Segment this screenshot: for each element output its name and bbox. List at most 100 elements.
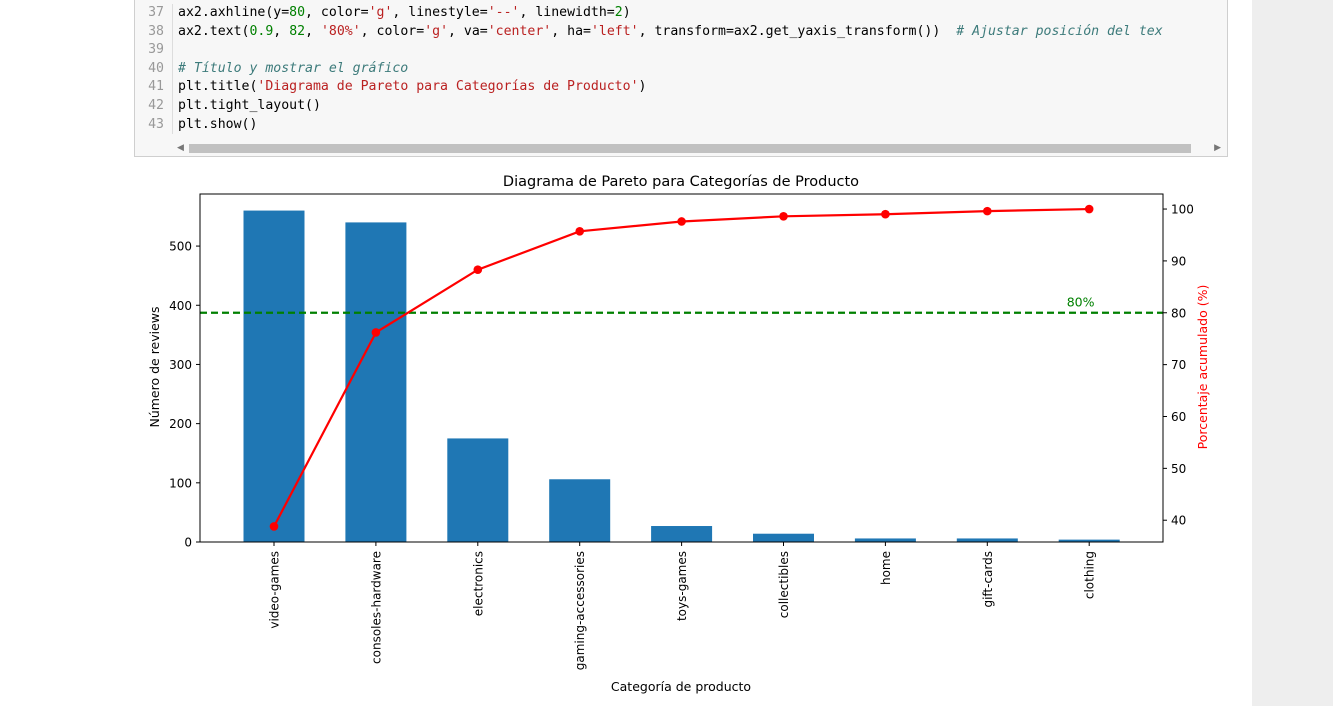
bars bbox=[243, 210, 1120, 543]
cumulative-point-electronics bbox=[473, 265, 483, 275]
y2-tick-label: 60 bbox=[1171, 410, 1186, 424]
line-number: 37 bbox=[135, 4, 173, 23]
y2-tick-label: 50 bbox=[1171, 462, 1186, 476]
line-number: 38 bbox=[135, 22, 173, 42]
code-token: , bbox=[305, 23, 321, 39]
code-token: , bbox=[273, 23, 290, 39]
code-token: 82 bbox=[289, 23, 306, 39]
cumulative-point-video-games bbox=[269, 522, 279, 531]
x-tick-label: collectibles bbox=[777, 551, 791, 618]
code-token: ax2.text( bbox=[178, 23, 250, 39]
y2-axis-ticks: 40 50 60 70 80 90 100 bbox=[1163, 203, 1194, 528]
code-token: , linewidth= bbox=[519, 5, 615, 20]
bar-home bbox=[854, 538, 916, 542]
threshold-label: 80% bbox=[1067, 294, 1095, 309]
bar-gaming-accessories bbox=[549, 479, 611, 542]
code-line: 40 # Título y mostrar el gráfico bbox=[135, 59, 1227, 79]
code-token: # Ajustar posición del tex bbox=[956, 23, 1163, 39]
cumulative-point-gaming-accessories bbox=[575, 227, 584, 236]
chart-title: Diagrama de Pareto para Categorías de Pr… bbox=[503, 174, 859, 190]
code-line: 39 bbox=[135, 41, 1227, 60]
threshold-group: 80% bbox=[200, 294, 1163, 314]
x-tick-label: electronics bbox=[471, 551, 485, 616]
code-token: plt.title( bbox=[178, 79, 258, 95]
y2-tick-label: 70 bbox=[1171, 358, 1186, 372]
code-token: , color= bbox=[360, 23, 425, 39]
code-token: ) bbox=[622, 5, 631, 20]
y-tick-label: 200 bbox=[169, 417, 192, 431]
cumulative-point-clothing bbox=[1084, 204, 1094, 214]
code-cell[interactable]: 37 ax2.axhline(y=80, color='g', linestyle… bbox=[134, 0, 1228, 157]
cumulative-line-group bbox=[269, 204, 1094, 531]
plot-frame bbox=[199, 193, 1164, 543]
code-token: 'Diagrama de Pareto para Categorías de P… bbox=[257, 79, 639, 95]
y2-tick-label: 40 bbox=[1171, 514, 1186, 528]
code-token: 'g' bbox=[424, 23, 449, 39]
x-tick-label: consoles-hardware bbox=[369, 551, 383, 664]
scroll-left-icon[interactable]: ◀ bbox=[177, 143, 184, 153]
side-panel bbox=[1252, 0, 1333, 706]
y2-tick-label: 90 bbox=[1171, 254, 1186, 268]
bar-electronics bbox=[447, 438, 509, 542]
x-axis-ticks: video-games consoles-hardware electronics g… bbox=[268, 542, 1097, 670]
bar-consoles-hardware bbox=[345, 222, 407, 542]
cumulative-point-collectibles bbox=[779, 212, 788, 221]
code-token: 80 bbox=[289, 5, 306, 20]
cumulative-point-consoles-hardware bbox=[371, 328, 381, 337]
code-token: , color= bbox=[305, 5, 369, 20]
code-token: '--' bbox=[487, 5, 520, 20]
code-token: 'center' bbox=[487, 23, 552, 39]
y-tick-label: 400 bbox=[169, 299, 192, 313]
code-token: , ha= bbox=[551, 23, 591, 39]
y2-tick-label: 80 bbox=[1171, 306, 1186, 320]
x-tick-label: gift-cards bbox=[981, 551, 995, 608]
y2-axis-label: Porcentaje acumulado (%) bbox=[1195, 285, 1210, 450]
x-tick-label: clothing bbox=[1083, 551, 1097, 599]
bar-clothing bbox=[1058, 539, 1120, 542]
cumulative-point-gift-cards bbox=[983, 206, 992, 216]
line-number: 42 bbox=[135, 96, 173, 116]
code-line: 38 ax2.text(0.9, 82, '80%', color='g', va… bbox=[135, 22, 1227, 42]
scroll-right-icon[interactable]: ▶ bbox=[1214, 143, 1221, 153]
code-token: , transform=ax2.get_yaxis_transform()) bbox=[638, 23, 957, 39]
code-lines: 37 ax2.axhline(y=80, color='g', linestyle… bbox=[135, 4, 1227, 135]
line-number: 41 bbox=[135, 78, 173, 97]
code-token: '80%' bbox=[320, 23, 361, 39]
x-tick-label: home bbox=[879, 551, 893, 585]
code-line: 42 plt.tight_layout() bbox=[135, 96, 1227, 116]
code-token: ) bbox=[638, 79, 647, 95]
code-token: plt.show() bbox=[178, 116, 258, 132]
pareto-chart: Diagrama de Pareto para Categorías de Pr… bbox=[147, 174, 1210, 694]
code-line: 37 ax2.axhline(y=80, color='g', linestyle… bbox=[135, 4, 1227, 23]
y-axis-label: Número de reviews bbox=[147, 306, 162, 427]
bar-gift-cards bbox=[956, 538, 1018, 542]
cumulative-point-toys-games bbox=[677, 217, 686, 226]
bar-collectibles bbox=[753, 533, 814, 542]
y-tick-label: 0 bbox=[184, 536, 192, 550]
cumulative-point-home bbox=[881, 209, 890, 219]
bar-toys-games bbox=[651, 526, 713, 542]
code-line: 41 plt.title('Diagrama de Pareto para Cat… bbox=[135, 78, 1227, 97]
scrollbar-thumb[interactable] bbox=[189, 144, 1191, 153]
code-token: plt.tight_layout() bbox=[178, 97, 321, 113]
code-token: , va= bbox=[448, 23, 488, 39]
horizontal-scrollbar[interactable]: ◀ ▶ bbox=[171, 140, 1227, 156]
y2-tick-label: 100 bbox=[1171, 203, 1194, 217]
line-number: 39 bbox=[135, 41, 173, 60]
y-tick-label: 500 bbox=[169, 240, 192, 254]
y-tick-label: 300 bbox=[169, 358, 192, 372]
code-token: ax2.axhline(y= bbox=[178, 5, 290, 20]
code-token: 0.9 bbox=[249, 23, 274, 39]
x-tick-label: gaming-accessories bbox=[573, 551, 587, 670]
x-tick-label: toys-games bbox=[675, 551, 689, 621]
x-axis-label: Categoría de producto bbox=[611, 679, 751, 694]
x-tick-label: video-games bbox=[268, 551, 282, 629]
bar-video-games bbox=[243, 210, 305, 543]
code-token: # Título y mostrar el gráfico bbox=[178, 60, 409, 76]
code-token: 2 bbox=[614, 5, 623, 20]
code-line: 43 plt.show() bbox=[135, 115, 1227, 135]
line-number: 40 bbox=[135, 59, 173, 79]
y-axis-ticks: 0 100 200 300 400 500 bbox=[169, 240, 200, 550]
code-token: , linestyle= bbox=[392, 5, 488, 20]
y-tick-label: 100 bbox=[169, 476, 192, 490]
